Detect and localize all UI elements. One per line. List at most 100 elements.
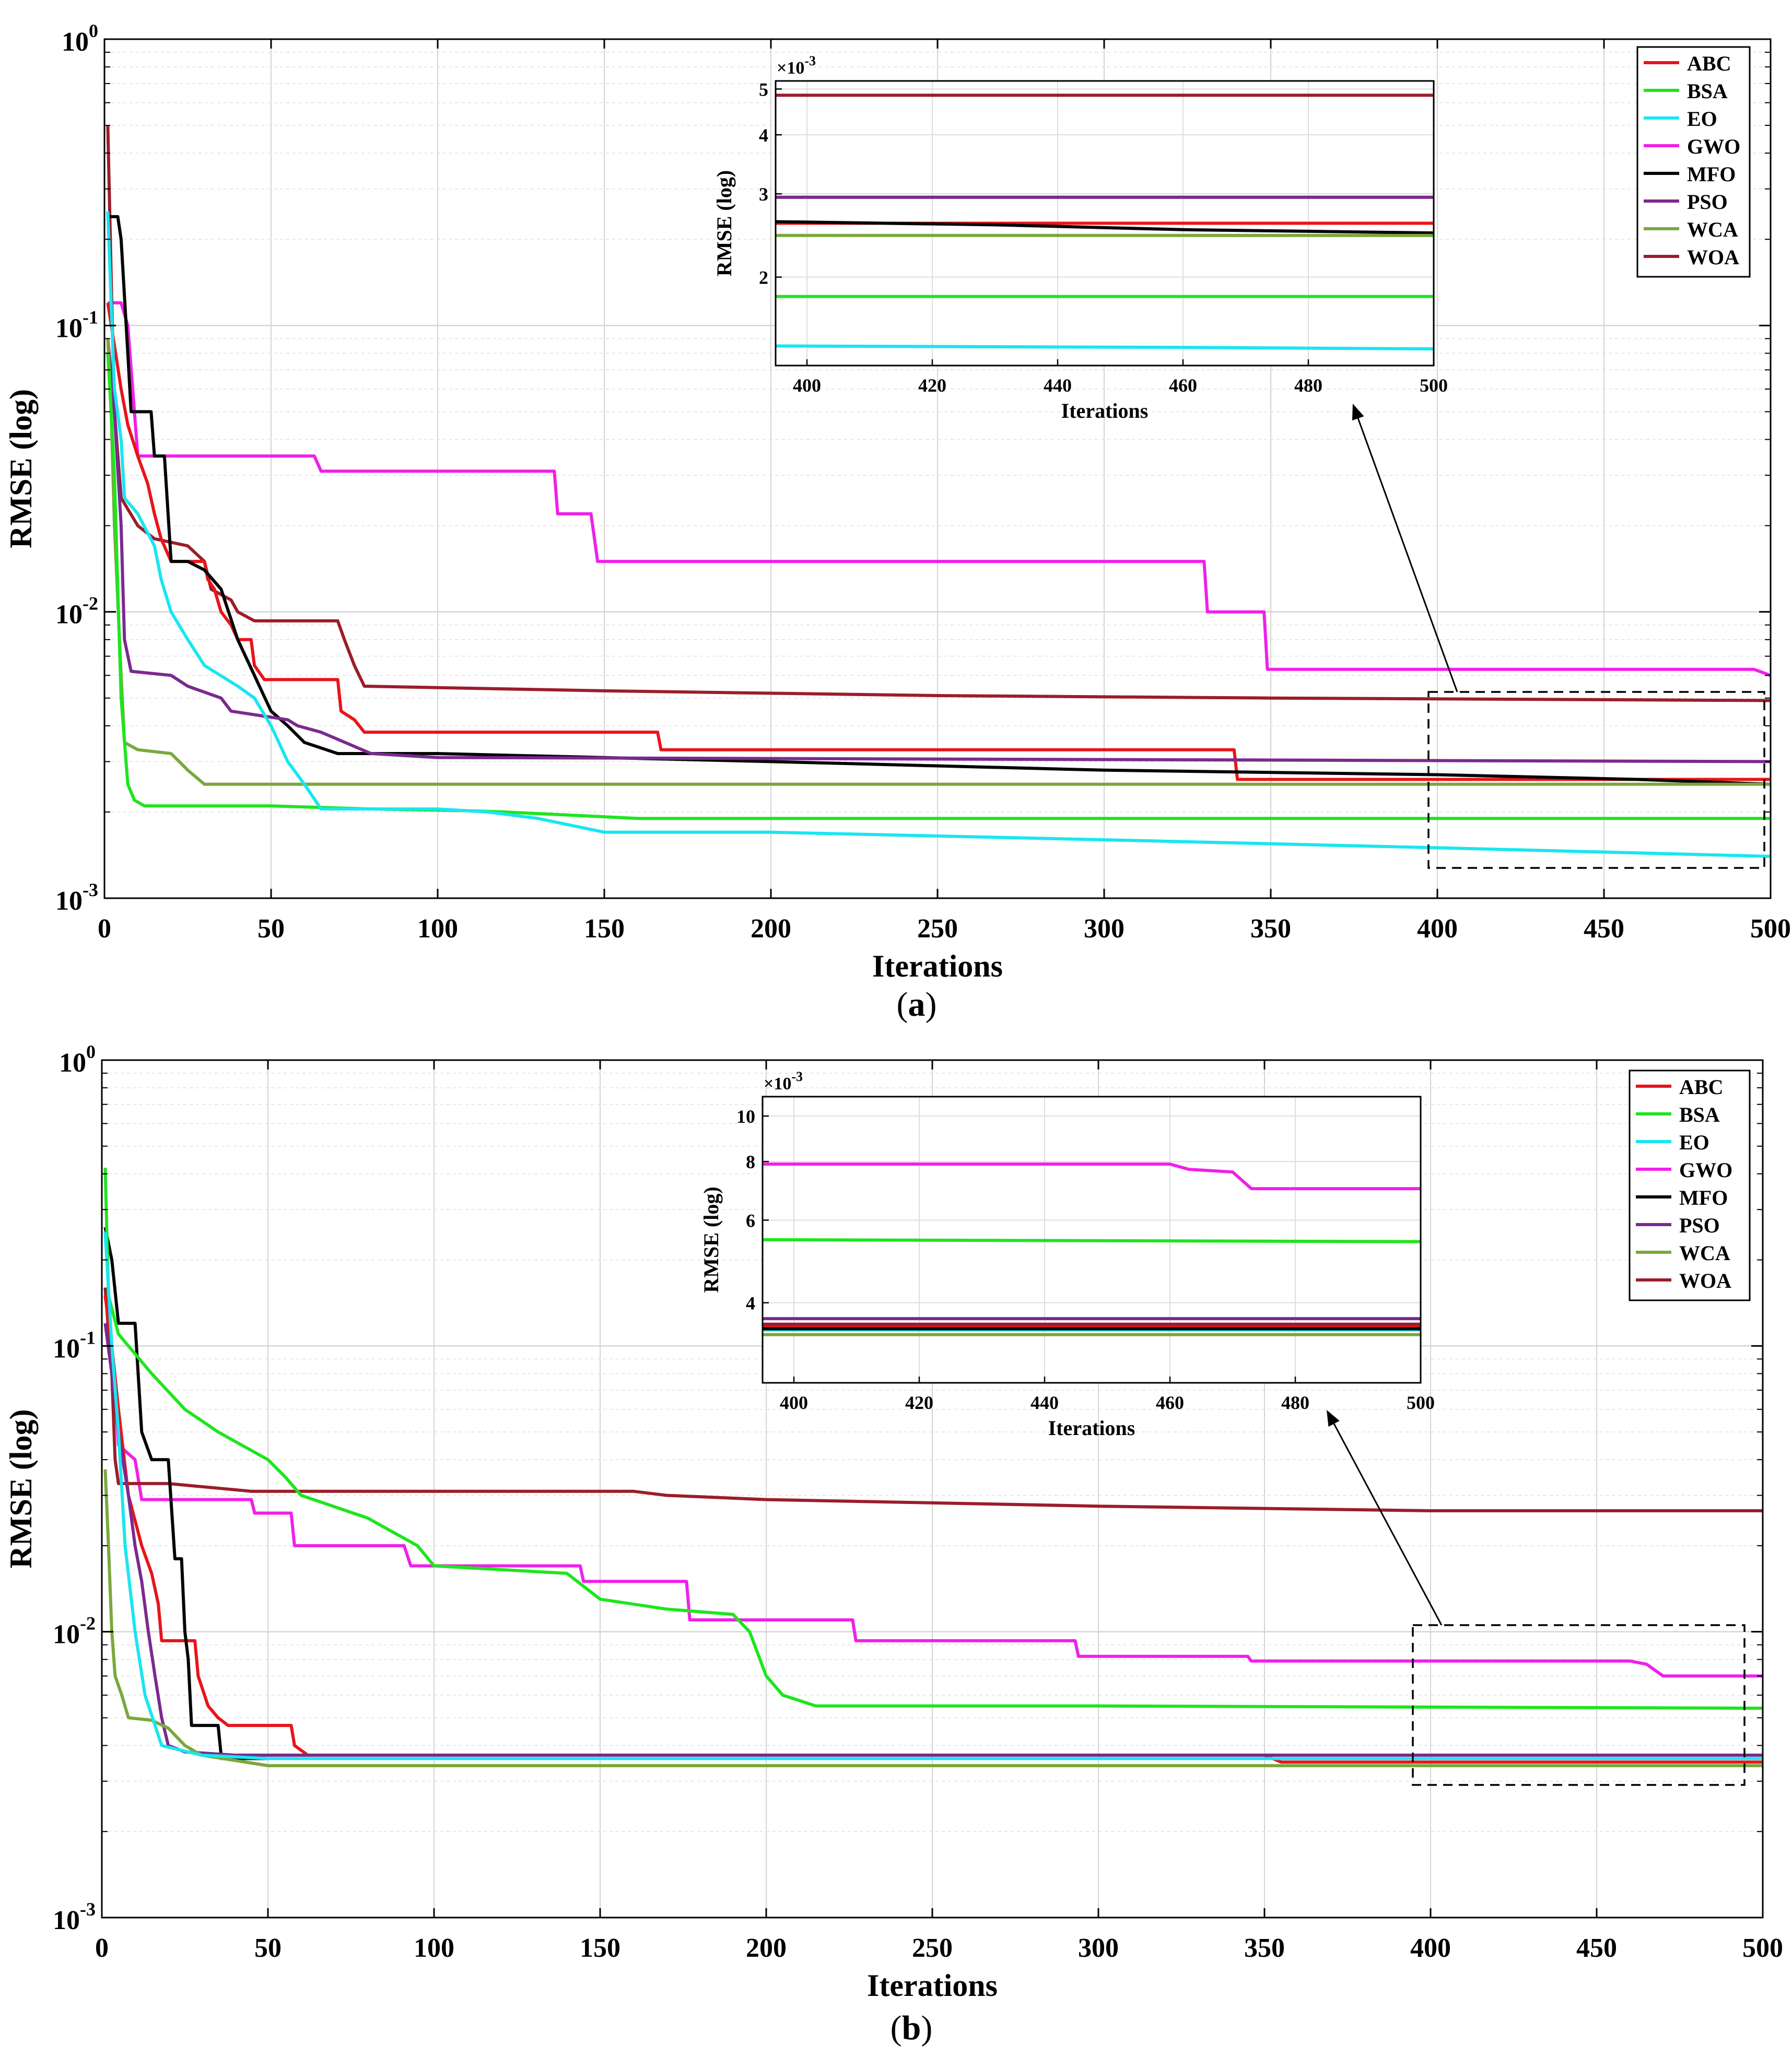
x-tick-label: 350 — [1244, 1933, 1285, 1963]
inset-y-tick-label: 4 — [759, 125, 768, 146]
y-tick-label: 100 — [62, 20, 98, 57]
x-tick-label: 50 — [254, 1933, 282, 1963]
zoom-region-box — [1427, 691, 1765, 869]
series-line-eo — [103, 1232, 1763, 1760]
y-axis-label: RMSE (log) — [4, 389, 38, 548]
legend-label-eo: EO — [1687, 107, 1717, 131]
legend-label-gwo: GWO — [1687, 135, 1740, 158]
inset-frame — [762, 1096, 1422, 1384]
x-tick-label: 500 — [1742, 1933, 1783, 1963]
y-tick-label: 10-3 — [55, 879, 98, 916]
series-line-mfo — [103, 1227, 1763, 1760]
inset-y-tick-label: 2 — [759, 267, 768, 288]
panel-b-chart: 0 50 100 150 200 250 300 350 400 450 500 100 10-1 10-… — [4, 1041, 1783, 2047]
panel-caption: (a) — [897, 985, 937, 1024]
legend: ABC BSA EO GWO MFO PSO WCA WOA — [1636, 46, 1751, 278]
inset-y-tick-label: 10 — [736, 1106, 755, 1127]
inset-x-tick-label: 460 — [1169, 375, 1197, 396]
x-tick-label: 450 — [1576, 1933, 1617, 1963]
inset-y-tick-label: 6 — [746, 1210, 755, 1231]
x-tick-label: 250 — [912, 1933, 953, 1963]
inset-x-tick-label: 440 — [1044, 375, 1072, 396]
inset-y-tick-label: 5 — [759, 79, 768, 100]
zoom-arrow — [1333, 1423, 1443, 1626]
inset-series-line-eo — [775, 344, 1434, 351]
inset-chart: 400 420 440 460 480 500 4 6 8 10 ×10-3 Iterations RM… — [699, 1069, 1435, 1440]
inset-x-tick-label: 500 — [1420, 375, 1448, 396]
inset-y-tick-label: 3 — [759, 184, 768, 205]
inset-x-tick-label: 400 — [793, 375, 821, 396]
legend-label-bsa: BSA — [1679, 1103, 1720, 1126]
x-tick-label: 150 — [584, 914, 625, 944]
inset-y-axis-label: RMSE (log) — [712, 170, 736, 276]
x-axis: 0 50 100 150 200 250 300 350 400 450 500 — [95, 1060, 1783, 1963]
inset-x-axis-label: Iterations — [1048, 1416, 1135, 1440]
inset-x-tick-label: 440 — [1030, 1392, 1059, 1413]
inset-y-axis-label: RMSE (log) — [699, 1186, 723, 1292]
legend-box — [1629, 1069, 1751, 1301]
y-tick-label: 10-2 — [55, 593, 98, 630]
inset-x-tick-label: 400 — [780, 1392, 808, 1413]
x-tick-label: 200 — [751, 914, 791, 944]
inset-series-line-gwo — [763, 1162, 1421, 1191]
inset-x-tick-label: 420 — [905, 1392, 933, 1413]
x-axis-label: Iterations — [867, 1968, 998, 2003]
zoom-arrow — [1357, 418, 1458, 692]
legend-label-eo: EO — [1679, 1131, 1709, 1154]
inset-series-line-mfo — [775, 220, 1434, 235]
y-tick-label: 100 — [59, 1041, 96, 1078]
legend-label-woa: WOA — [1687, 245, 1739, 269]
series-lines — [103, 1168, 1763, 1768]
inset-x-axis-label: Iterations — [1061, 399, 1149, 422]
legend-label-woa: WOA — [1679, 1269, 1731, 1292]
inset-y-tick-label: 8 — [746, 1151, 755, 1172]
series-line-woa — [103, 1287, 1763, 1512]
legend-label-gwo: GWO — [1679, 1158, 1732, 1182]
inset-exponent-label: ×10-3 — [777, 53, 816, 78]
legend-label-mfo: MFO — [1679, 1186, 1728, 1209]
panel-caption: (b) — [891, 2009, 933, 2047]
y-axis-label: RMSE (log) — [4, 1409, 38, 1569]
series-line-bsa — [103, 1168, 1763, 1710]
series-line-pso — [106, 338, 1771, 763]
x-tick-label: 350 — [1250, 914, 1291, 944]
x-tick-label: 100 — [417, 914, 458, 944]
series-line-pso — [103, 1323, 1763, 1757]
inset-series-line-bsa — [762, 1238, 1421, 1243]
x-tick-label: 300 — [1078, 1933, 1119, 1963]
zoom-arrow-head — [1327, 1410, 1340, 1427]
series-line-eo — [106, 211, 1771, 858]
legend-label-abc: ABC — [1679, 1075, 1723, 1099]
inset-y-tick-label: 4 — [746, 1293, 755, 1314]
x-tick-label: 500 — [1750, 914, 1791, 944]
legend: ABC BSA EO GWO MFO PSO WCA WOA — [1629, 1069, 1751, 1301]
x-tick-label: 300 — [1084, 914, 1125, 944]
x-tick-label: 0 — [95, 1933, 109, 1963]
x-tick-label: 450 — [1584, 914, 1624, 944]
x-axis: 0 50 100 150 200 250 300 350 400 450 500 — [98, 39, 1791, 944]
x-tick-label: 50 — [257, 914, 285, 944]
y-tick-label: 10-3 — [53, 1899, 96, 1935]
inset-x-tick-label: 480 — [1281, 1392, 1309, 1413]
series-line-gwo — [108, 301, 1772, 677]
x-tick-label: 0 — [98, 914, 111, 944]
series-line-bsa — [106, 353, 1771, 820]
panel-a-chart: 0 50 100 150 200 250 300 350 400 450 500 100 10-1 10-… — [4, 20, 1791, 1024]
zoom-region-box — [1412, 1624, 1746, 1786]
x-tick-label: 400 — [1417, 914, 1458, 944]
inset-x-tick-label: 480 — [1294, 375, 1322, 396]
series-line-gwo — [103, 1323, 1763, 1678]
legend-box — [1636, 46, 1751, 278]
series-line-mfo — [108, 215, 1771, 786]
x-tick-label: 250 — [917, 914, 958, 944]
y-tick-label: 10-2 — [53, 1613, 96, 1650]
inset-chart: 400 420 440 460 480 500 2 3 4 5 ×10-3 Iterations RMS… — [712, 53, 1448, 422]
legend-label-mfo: MFO — [1687, 162, 1736, 186]
legend-label-wca: WCA — [1687, 218, 1738, 241]
series-line-abc — [106, 302, 1771, 781]
y-tick-label: 10-1 — [55, 307, 98, 343]
x-tick-label: 150 — [580, 1933, 620, 1963]
inset-x-tick-label: 420 — [918, 375, 946, 396]
inset-exponent-label: ×10-3 — [764, 1069, 803, 1094]
